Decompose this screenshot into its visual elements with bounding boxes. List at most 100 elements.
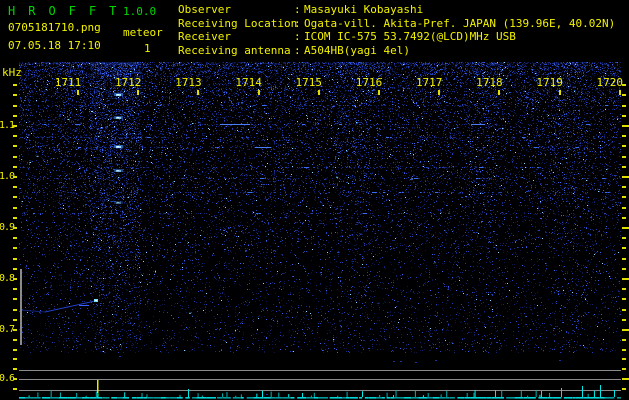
station-separator: : [294,3,301,16]
axis-tick [622,348,626,351]
axis-tick [13,267,17,270]
axis-tick [622,338,626,341]
station-label: Receiver [178,30,231,43]
minute-tick-mark [438,90,441,95]
y-tick-label: 1.1 [0,120,15,131]
signal-level-canvas [19,354,621,400]
axis-tick [622,196,626,199]
axis-tick [622,104,626,107]
axis-tick [622,186,626,189]
y-tick-label: 0.7 [0,324,15,335]
axis-tick [13,125,17,127]
axis-tick [622,165,626,168]
axis-tick [13,329,17,331]
axis-tick [13,308,17,311]
axis-tick [13,388,17,390]
station-row: Observer : Masayuki Kobayashi [178,3,615,17]
axis-tick [13,378,17,380]
axis-tick [622,155,626,158]
axis-tick [622,114,626,117]
minute-tick-mark [498,90,501,95]
station-row: Receiving antenna : A504HB(yagi 4el) [178,44,615,58]
axis-tick [13,176,17,178]
x-tick-label: 1720 [596,76,624,89]
axis-tick [13,338,17,341]
station-info: Observer : Masayuki Kobayashi Receiving … [178,3,615,57]
axis-tick [622,206,626,209]
axis-tick [13,368,17,371]
axis-tick [13,298,17,301]
axis-tick [13,94,17,97]
axis-tick [622,247,626,250]
axis-tick [622,308,626,311]
x-tick-label: 1712 [114,76,142,89]
axis-tick [13,257,17,260]
axis-tick [13,135,17,138]
axis-tick [622,237,626,240]
y-tick-label: 1.0 [0,171,15,182]
axis-tick [13,165,17,168]
axis-tick [13,227,17,229]
station-label: Receiving Location [178,16,298,30]
station-row: Receiver : ICOM IC-575 53.7492(@LCD)MHz … [178,30,615,44]
reference-bar [20,269,22,345]
station-separator: : [294,16,301,30]
meteor-count: 1 [144,42,151,55]
axis-tick [622,378,629,380]
minute-tick-mark [257,90,260,95]
station-value: Masayuki Kobayashi [304,3,424,16]
axis-tick [13,145,17,148]
axis-tick [622,368,626,371]
axis-tick [13,247,17,250]
axis-tick [622,388,626,390]
axis-tick [13,186,17,189]
axis-tick [622,318,626,321]
axis-tick [622,257,626,260]
x-tick-label: 1718 [476,76,503,89]
axis-tick [13,206,17,209]
axis-tick [622,227,629,229]
axis-tick [622,267,626,270]
axis-tick [13,318,17,321]
minute-tick-mark [197,90,200,95]
axis-tick [13,155,17,158]
axis-tick [13,114,17,117]
x-tick-label: 1717 [415,76,443,89]
station-value: ICOM IC-575 53.7492(@LCD)MHz USB [304,30,516,43]
axis-tick [13,196,17,199]
session-datetime: 07.05.18 17:10 [8,39,101,52]
x-tick-label: 1713 [175,76,202,89]
axis-tick [13,358,17,361]
axis-tick [13,84,17,87]
axis-tick [13,348,17,351]
axis-tick [622,84,626,87]
session-filename: 0705181710.png [8,21,101,34]
minute-tick-mark [317,90,320,95]
x-tick-label: 1714 [235,76,262,89]
station-separator: : [294,43,301,57]
axis-tick [622,145,626,148]
axis-tick [622,288,626,291]
station-label: Receiving antenna [178,43,291,57]
axis-tick [13,288,17,291]
axis-tick [622,176,629,178]
x-tick-label: 1715 [295,76,323,89]
minute-tick-mark [378,90,380,95]
khz-unit-label: kHz [2,66,22,79]
x-tick-label: 1719 [536,76,563,89]
session-mode-label: meteor [123,26,163,39]
minute-tick-mark [137,90,140,95]
station-row: Receiving Location : Ogata-vill. Akita-P… [178,17,615,31]
axis-tick [622,278,629,280]
y-tick-label: 0.8 [0,273,15,284]
station-label: Observer [178,3,231,16]
axis-tick [622,125,629,127]
x-tick-label: 1711 [54,76,82,89]
y-tick-label: 0.9 [0,222,15,233]
y-tick-label: 0.6 [0,373,15,384]
x-tick-label: 1716 [355,76,383,89]
station-value: Ogata-vill. Akita-Pref. JAPAN (139.96E, … [304,16,616,30]
station-separator: : [294,30,301,43]
minute-tick-mark [558,90,561,95]
